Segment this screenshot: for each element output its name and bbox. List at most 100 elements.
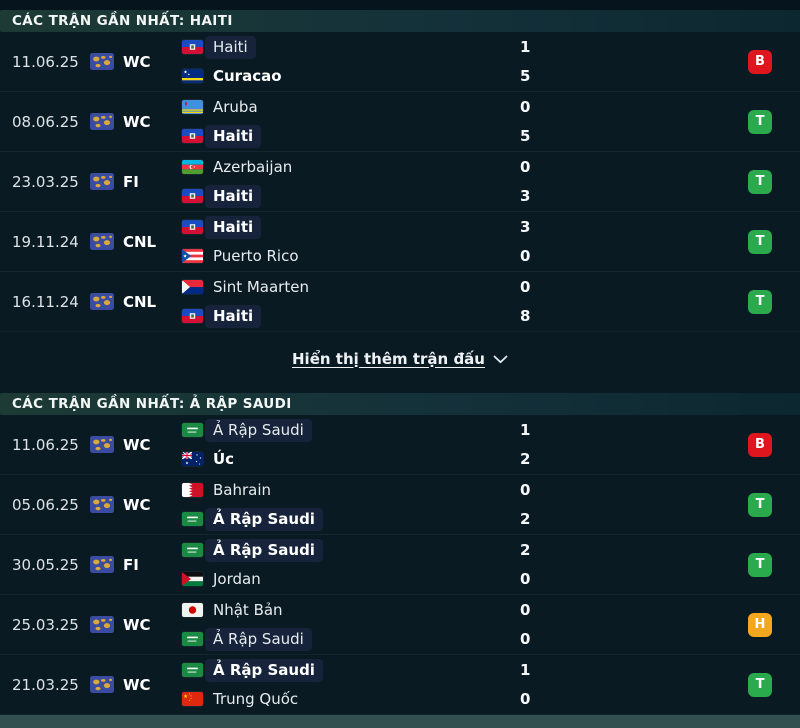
section-divider [0,385,800,393]
page-background-strip-bottom [0,715,800,728]
world-map-icon [90,113,114,130]
jordan-flag-icon [182,572,203,586]
result-badge: T [748,289,772,314]
teams-column: Haiti Puerto Rico [182,213,512,271]
result-column: T [748,289,800,314]
result-column: T [748,229,800,254]
saudi-flag-icon [182,512,203,526]
teams-column: Ả Rập Saudi Úc [182,416,512,474]
match-date: 25.03.25 [12,615,79,634]
page-background-strip-top [0,0,800,10]
competition-label: WC [123,52,151,71]
home-team: Azerbaijan [182,153,512,182]
teams-column: Sint Maarten Haiti [182,273,512,331]
competition-label: WC [123,675,151,694]
haiti-flag-icon [182,309,203,323]
competition-label: CNL [123,292,157,311]
show-more-row: Hiển thị thêm trận đấu [0,332,800,385]
world-map-icon [90,676,114,693]
result-column: B [748,432,800,457]
show-more-link[interactable]: Hiển thị thêm trận đấu [292,350,508,368]
aruba-flag-icon [182,100,203,114]
match-date: 08.06.25 [12,112,79,131]
teams-column: Ả Rập Saudi Trung Quốc [182,656,512,714]
chevron-down-icon [493,355,508,364]
away-team: Ả Rập Saudi [182,505,512,534]
result-badge: T [748,109,772,134]
section-recent-matches-haiti: CÁC TRẬN GẦN NHẤT: HAITI 11.06.25 WC Hai… [0,10,800,385]
section-title: CÁC TRẬN GẦN NHẤT: Ả RẬP SAUDI [12,396,292,412]
australia-flag-icon [182,452,203,466]
team-name: Bahrain [213,481,272,499]
away-score: 0 [520,690,531,708]
teams-column: Bahrain Ả Rập Saudi [182,476,512,534]
match-date: 19.11.24 [12,232,79,251]
saudi-flag-icon [182,543,203,557]
match-date: 16.11.24 [12,292,79,311]
sint-maarten-flag-icon [182,280,203,294]
away-score: 8 [520,307,531,325]
team-name: Trung Quốc [213,690,299,708]
team-name: Haiti [205,124,262,148]
result-badge: H [748,612,772,637]
competition: WC [90,436,182,454]
competition-label: FI [123,555,139,574]
team-name: Aruba [213,98,258,116]
result-column: T [748,109,800,134]
away-score: 0 [520,247,531,265]
world-map-icon [90,616,114,633]
haiti-flag-icon [182,40,203,54]
competition: CNL [90,233,182,251]
world-map-icon [90,436,114,453]
team-name: Haiti [205,215,262,239]
section-recent-matches-saudi: CÁC TRẬN GẦN NHẤT: Ả RẬP SAUDI 11.06.25 … [0,393,800,715]
haiti-flag-icon [182,129,203,143]
match-date: 11.06.25 [12,435,79,454]
competition-label: WC [123,495,151,514]
result-badge: B [748,432,772,457]
home-score: 1 [520,421,531,439]
result-column: T [748,169,800,194]
match-date: 30.05.25 [12,555,79,574]
world-map-icon [90,53,114,70]
away-score: 5 [520,67,531,85]
section-header: CÁC TRẬN GẦN NHẤT: Ả RẬP SAUDI [0,393,800,415]
team-name: Ả Rập Saudi [205,538,323,562]
competition-label: CNL [123,232,157,251]
team-name: Ả Rập Saudi [205,507,323,531]
home-team: Nhật Bản [182,596,512,625]
world-map-icon [90,173,114,190]
saudi-flag-icon [182,663,203,677]
teams-column: Ả Rập Saudi Jordan [182,536,512,594]
match-date: 05.06.25 [12,495,79,514]
team-name: Úc [213,450,235,468]
home-score: 1 [520,661,531,679]
show-more-label: Hiển thị thêm trận đấu [292,349,485,368]
home-score: 1 [520,38,531,56]
home-score: 3 [520,218,531,236]
home-score: 0 [520,98,531,116]
home-team: Sint Maarten [182,273,512,302]
result-column: B [748,49,800,74]
result-badge: T [748,552,772,577]
competition: WC [90,676,182,694]
home-score: 0 [520,158,531,176]
away-score: 2 [520,510,531,528]
